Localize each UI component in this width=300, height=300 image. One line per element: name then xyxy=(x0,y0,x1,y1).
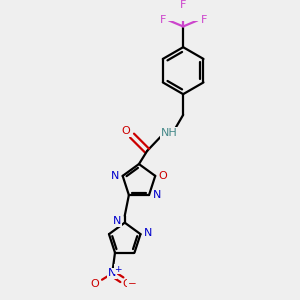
Text: O: O xyxy=(90,279,99,290)
Text: F: F xyxy=(200,15,207,26)
Text: F: F xyxy=(160,15,166,26)
Text: N: N xyxy=(153,190,161,200)
Text: O: O xyxy=(159,171,167,181)
Text: N: N xyxy=(108,268,116,278)
Text: −: − xyxy=(128,279,137,290)
Text: +: + xyxy=(115,265,122,274)
Text: N: N xyxy=(111,171,119,181)
Text: N: N xyxy=(113,216,121,226)
Text: N: N xyxy=(144,228,152,238)
Text: NH: NH xyxy=(161,128,178,138)
Text: O: O xyxy=(122,127,130,136)
Text: F: F xyxy=(180,0,186,10)
Text: O: O xyxy=(122,279,131,290)
